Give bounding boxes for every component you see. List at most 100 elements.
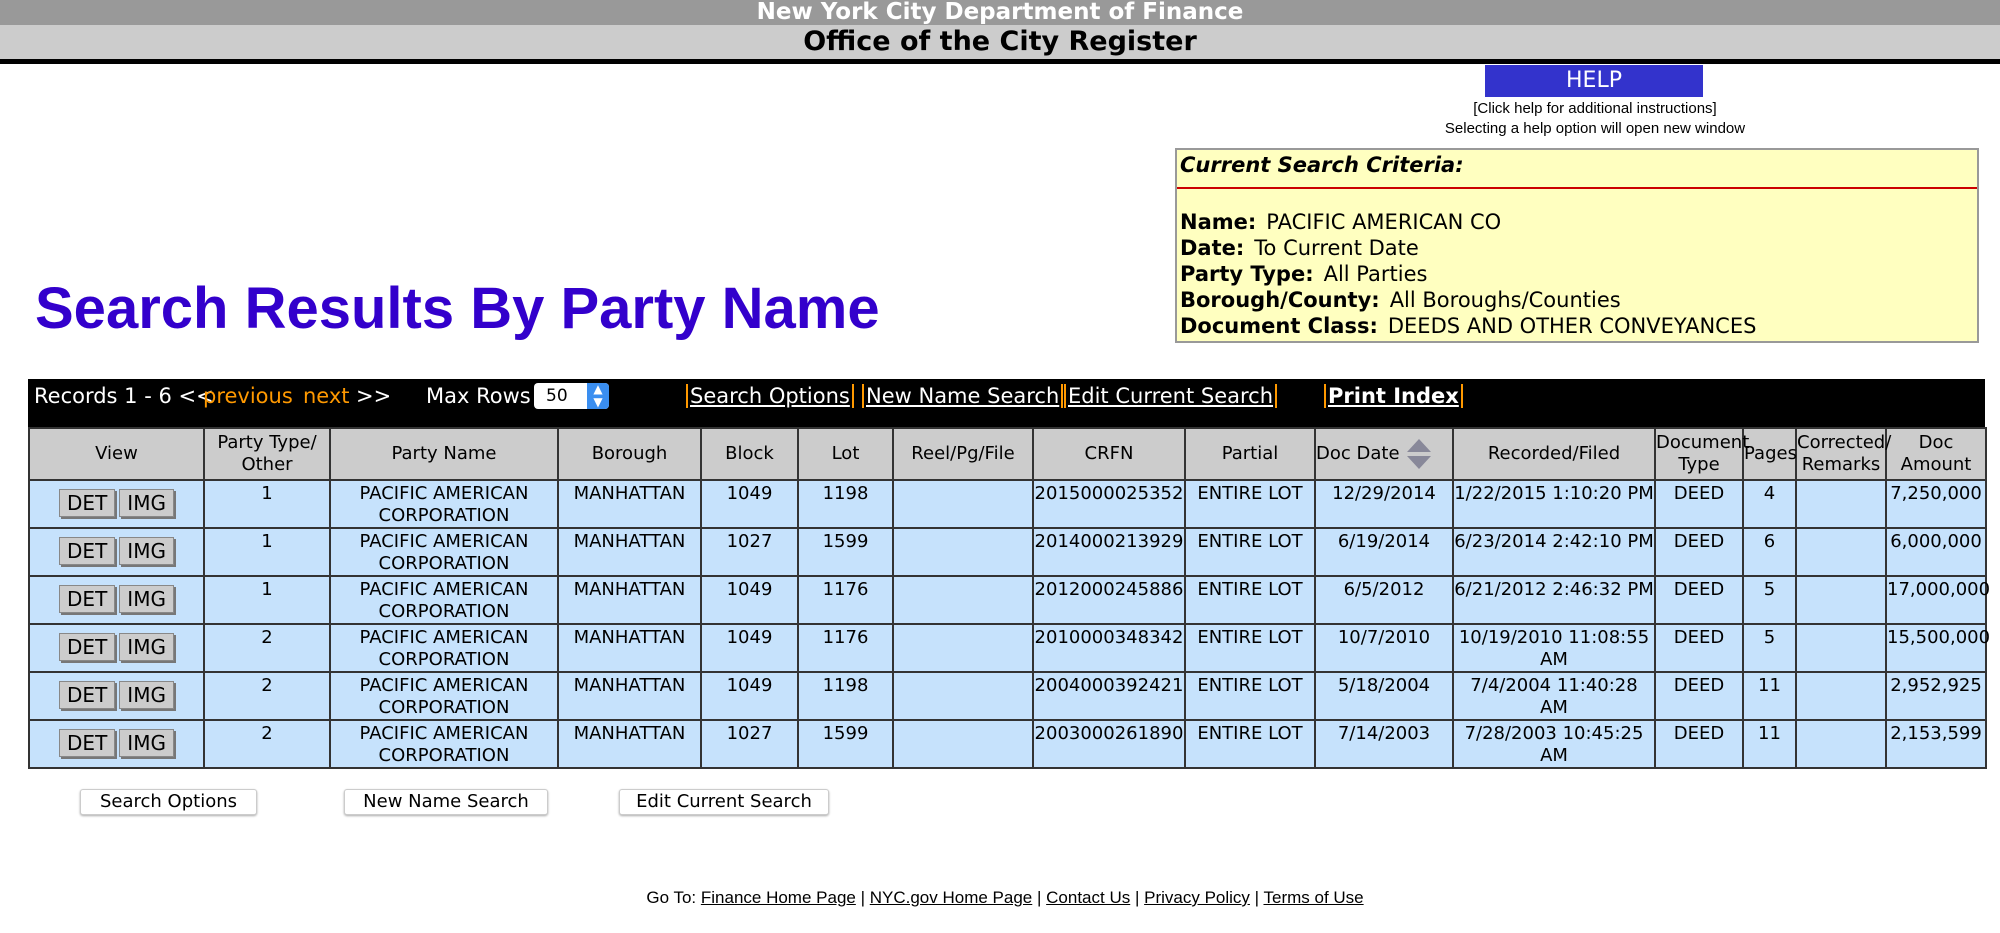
new-name-search-button[interactable]: New Name Search <box>344 789 548 815</box>
table-cell: 1176 <box>797 575 894 625</box>
column-header-label: Party Type/ Other <box>217 432 317 475</box>
table-cell: 2004000392421 <box>1032 671 1186 721</box>
edit-current-search-link[interactable]: Edit Current Search <box>1064 384 1278 408</box>
results-table: View Party Type/ Other Party Name Borough Bl… <box>28 427 1990 769</box>
table-cell: 10/7/2010 <box>1314 623 1454 673</box>
column-header-label: View <box>95 443 138 464</box>
criteria-line: Name: PACIFIC AMERICAN CO <box>1177 209 1977 235</box>
column-header[interactable]: Doc Date <box>1314 427 1454 481</box>
footer-link[interactable]: Finance Home Page <box>700 888 856 907</box>
table-cell: 6/23/2014 2:42:10 PM <box>1452 527 1656 577</box>
table-cell <box>892 671 1034 721</box>
column-header: Reel/Pg/File <box>892 427 1034 481</box>
det-button[interactable]: DET <box>59 585 116 613</box>
column-header-label: Document Type <box>1656 432 1750 475</box>
column-header: Document Type <box>1654 427 1749 481</box>
footer-goto: Go To: <box>646 888 697 907</box>
table-cell: 6 <box>1742 527 1797 577</box>
print-index-link[interactable]: Print Index <box>1324 384 1463 408</box>
footer-link[interactable]: Contact Us <box>1046 888 1131 907</box>
table-cell: MANHATTAN <box>557 575 702 625</box>
edit-current-search-button[interactable]: Edit Current Search <box>619 789 829 815</box>
max-rows-label: Max Rows <box>426 384 531 408</box>
search-options-link[interactable]: Search Options <box>686 384 854 408</box>
det-button[interactable]: DET <box>59 633 116 661</box>
max-rows-select[interactable]: 50 ▲ ▼ <box>534 383 609 409</box>
criteria-line: Party Type: All Parties <box>1177 261 1977 287</box>
img-button[interactable]: IMG <box>119 537 174 565</box>
column-header-label: CRFN <box>1084 443 1134 464</box>
column-header: CRFN <box>1032 427 1186 481</box>
footer-link[interactable]: Terms of Use <box>1263 888 1364 907</box>
help-note-window: Selecting a help option will open new wi… <box>1444 120 1746 137</box>
column-header-label: Pages <box>1744 443 1797 464</box>
table-row: DET IMG 2 PACIFIC AMERICAN CORPORATION MANHA… <box>28 623 1990 673</box>
img-button[interactable]: IMG <box>119 489 174 517</box>
search-options-button[interactable]: Search Options <box>80 789 257 815</box>
det-button[interactable]: DET <box>59 681 116 709</box>
help-note: [Click help for additional instructions] <box>1473 100 1717 117</box>
office-banner: Office of the City Register <box>0 25 2000 64</box>
criteria-label: Borough/County: <box>1180 288 1380 312</box>
column-header-label: Borough <box>591 443 668 464</box>
table-cell: MANHATTAN <box>557 623 702 673</box>
img-button[interactable]: IMG <box>119 585 174 613</box>
table-cell <box>892 479 1034 529</box>
criteria-value: All Boroughs/Counties <box>1389 288 1621 312</box>
det-button[interactable]: DET <box>59 537 116 565</box>
table-cell: 5 <box>1742 575 1797 625</box>
table-cell: 1 <box>203 575 331 625</box>
det-button[interactable]: DET <box>59 729 116 757</box>
img-button[interactable]: IMG <box>119 729 174 757</box>
column-header: Borough <box>557 427 702 481</box>
table-cell <box>1795 575 1887 625</box>
table-cell: 2 <box>203 719 331 769</box>
table-cell: ENTIRE LOT <box>1184 623 1316 673</box>
table-cell: 7/14/2003 <box>1314 719 1454 769</box>
table-cell: 1599 <box>797 527 894 577</box>
new-name-search-link[interactable]: New Name Search <box>862 384 1064 408</box>
img-button[interactable]: IMG <box>119 681 174 709</box>
table-cell: DEED <box>1654 671 1744 721</box>
view-cell: DET IMG <box>28 719 205 769</box>
table-cell: 1049 <box>700 671 799 721</box>
criteria-line: Document Class: DEEDS AND OTHER CONVEYANC… <box>1177 313 1977 339</box>
footer-link[interactable]: Privacy Policy <box>1144 888 1250 907</box>
criteria-line: Date: To Current Date <box>1177 235 1977 261</box>
column-header-label: Party Name <box>391 443 497 464</box>
column-header-label: Reel/Pg/File <box>911 443 1015 464</box>
table-cell: 11 <box>1742 671 1797 721</box>
table-cell: 10/19/2010 11:08:55 AM <box>1452 623 1656 673</box>
table-cell: 7,250,000 <box>1885 479 1987 529</box>
table-cell: DEED <box>1654 719 1744 769</box>
table-cell: 1176 <box>797 623 894 673</box>
table-cell: MANHATTAN <box>557 719 702 769</box>
footer: Go To: Finance Home Page | NYC.gov Home … <box>646 888 1364 907</box>
table-cell: MANHATTAN <box>557 527 702 577</box>
table-cell: 1198 <box>797 479 894 529</box>
search-criteria-box: Current Search Criteria: Name: PACIFIC AM… <box>1175 148 1979 343</box>
view-cell: DET IMG <box>28 671 205 721</box>
table-cell: 1198 <box>797 671 894 721</box>
img-button[interactable]: IMG <box>119 633 174 661</box>
table-cell: PACIFIC AMERICAN CORPORATION <box>329 479 559 529</box>
table-cell <box>1795 527 1887 577</box>
table-cell: 2,153,599 <box>1885 719 1987 769</box>
table-cell <box>892 623 1034 673</box>
criteria-label: Document Class: <box>1180 314 1378 338</box>
previous-link[interactable]: previous <box>203 384 293 408</box>
det-button[interactable]: DET <box>59 489 116 517</box>
help-button[interactable]: HELP <box>1485 65 1703 97</box>
column-header-label: Partial <box>1221 443 1279 464</box>
column-header-label: Recorded/Filed <box>1487 443 1621 464</box>
footer-link[interactable]: NYC.gov Home Page <box>869 888 1033 907</box>
sort-icon[interactable] <box>1406 437 1432 471</box>
column-header-label: Block <box>725 443 774 464</box>
table-cell: 1/22/2015 1:10:20 PM <box>1452 479 1656 529</box>
next-link[interactable]: next <box>303 384 350 408</box>
column-header: Party Name <box>329 427 559 481</box>
table-cell: 7/28/2003 10:45:25 AM <box>1452 719 1656 769</box>
table-cell <box>892 527 1034 577</box>
results-toolbar: Records 1 - 6 << previous next >> Max Ro… <box>28 379 1985 427</box>
table-cell: 5/18/2004 <box>1314 671 1454 721</box>
